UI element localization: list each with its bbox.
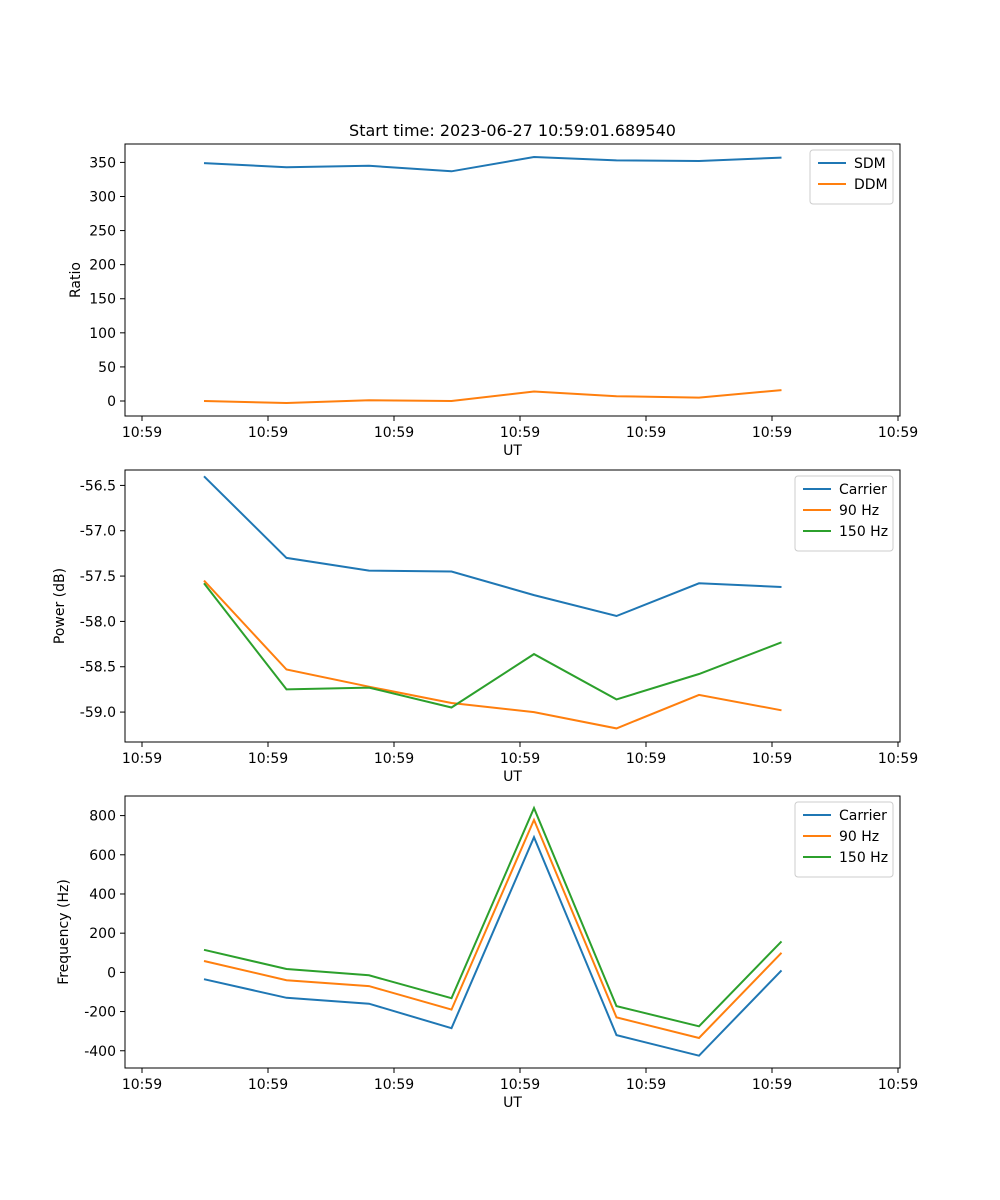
y-tick-label: 250 <box>89 224 116 240</box>
y-tick-label: -59.0 <box>80 705 116 721</box>
axes-frame <box>124 795 901 1069</box>
x-tick-label: 10:59 <box>626 425 666 441</box>
x-tick-label: 10:59 <box>374 751 414 767</box>
x-tick-label: 10:59 <box>626 751 666 767</box>
y-tick-label: 100 <box>89 326 116 342</box>
x-tick-label: 10:59 <box>878 751 918 767</box>
legend-label-150-hz: 150 Hz <box>839 524 888 540</box>
x-tick-label: 10:59 <box>752 1077 792 1093</box>
y-tick-label: -400 <box>84 1044 116 1060</box>
legend-label-ddm: DDM <box>854 177 888 193</box>
x-axis-label: UT <box>503 769 522 785</box>
x-tick-label: 10:59 <box>500 1077 540 1093</box>
x-tick-label: 10:59 <box>500 425 540 441</box>
legend-label-90-hz: 90 Hz <box>839 829 879 845</box>
y-tick-label: 800 <box>89 809 116 825</box>
legend <box>794 475 894 552</box>
x-tick-label: 10:59 <box>752 425 792 441</box>
x-tick-label: 10:59 <box>374 1077 414 1093</box>
y-tick-label: -56.5 <box>80 478 116 494</box>
y-tick-label: -58.5 <box>80 660 116 676</box>
x-tick-label: 10:59 <box>248 1077 288 1093</box>
series-line-sdm <box>203 155 782 173</box>
y-tick-label: 400 <box>89 887 116 903</box>
y-tick-label: -200 <box>84 1005 116 1021</box>
y-tick-label: 200 <box>89 926 116 942</box>
x-tick-label: 10:59 <box>122 1077 162 1093</box>
y-axis-label: Ratio <box>68 262 84 298</box>
x-axis-label: UT <box>503 443 522 459</box>
y-tick-label: 350 <box>89 155 116 171</box>
series-line-90-hz <box>203 817 783 1040</box>
y-tick-label: 300 <box>89 189 116 205</box>
chart-title: Start time: 2023-06-27 10:59:01.689540 <box>349 121 676 140</box>
x-tick-label: 10:59 <box>626 1077 666 1093</box>
x-tick-label: 10:59 <box>248 425 288 441</box>
y-tick-label: 150 <box>89 292 116 308</box>
series-line-ddm <box>203 389 782 405</box>
x-tick-label: 10:59 <box>122 751 162 767</box>
x-tick-label: 10:59 <box>122 425 162 441</box>
y-tick-label: -57.5 <box>80 569 116 585</box>
y-tick-label: 0 <box>107 394 116 410</box>
x-tick-label: 10:59 <box>752 751 792 767</box>
x-tick-label: 10:59 <box>500 751 540 767</box>
legend-label-carrier: Carrier <box>839 808 887 824</box>
y-axis-label: Frequency (Hz) <box>56 879 72 985</box>
y-tick-label: 50 <box>98 360 116 376</box>
ratio-panel: 0 50 100 150 200 250 300 350 10:59 10:59 10:59 10:5… <box>68 143 918 459</box>
power-panel: -59.0 -58.5 -58.0 -57.5 -57.0 -56.5 10:59 10:59… <box>52 469 918 785</box>
legend-label-carrier: Carrier <box>839 482 887 498</box>
y-tick-label: 0 <box>107 965 116 981</box>
axes-frame <box>124 469 901 743</box>
x-tick-label: 10:59 <box>878 425 918 441</box>
y-tick-label: -58.0 <box>80 614 116 630</box>
y-tick-label: 200 <box>89 258 116 274</box>
x-axis-label: UT <box>503 1095 522 1111</box>
y-tick-label: -57.0 <box>80 524 116 540</box>
legend-label-90-hz: 90 Hz <box>839 503 879 519</box>
series-line-150-hz <box>203 582 782 709</box>
series-line-carrier <box>203 475 782 618</box>
axes-frame <box>124 143 901 417</box>
frequency-panel: -400 -200 0 200 400 600 800 10:59 10:59 10:59 10:5… <box>56 795 918 1111</box>
series-line-carrier <box>203 834 783 1057</box>
legend-label-150-hz: 150 Hz <box>839 850 888 866</box>
series-line-90-hz <box>203 579 782 730</box>
y-axis-label: Power (dB) <box>52 568 68 644</box>
series-line-150-hz <box>203 805 783 1028</box>
legend <box>794 801 894 878</box>
x-tick-label: 10:59 <box>878 1077 918 1093</box>
x-tick-label: 10:59 <box>374 425 414 441</box>
legend-label-sdm: SDM <box>854 156 886 172</box>
x-tick-label: 10:59 <box>248 751 288 767</box>
y-tick-label: 600 <box>89 848 116 864</box>
